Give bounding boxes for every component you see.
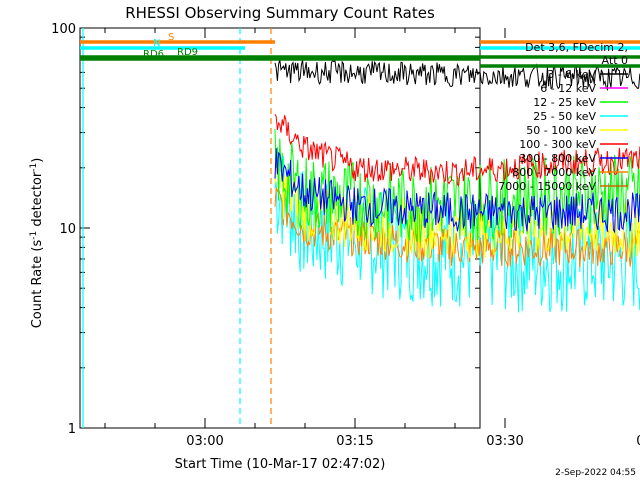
series-line bbox=[274, 148, 640, 234]
flag-label: N bbox=[153, 38, 160, 49]
x-tick-label: 03:00 bbox=[186, 434, 223, 449]
flag-label: S bbox=[168, 32, 174, 43]
y-axis-label-sup: -1 bbox=[29, 231, 39, 240]
legend-label: 800 - 7000 keV bbox=[512, 166, 596, 179]
legend-label: 12 - 25 keV bbox=[533, 96, 596, 109]
series-line bbox=[274, 128, 640, 243]
plot-area: 11010003:0003:1503:3003:4504:0004:15SNRD… bbox=[51, 22, 640, 449]
y-tick-label: 100 bbox=[51, 22, 76, 37]
legend-label: 300 - 800 keV bbox=[519, 152, 596, 165]
series-line bbox=[274, 59, 640, 92]
footer-date: 2-Sep-2022 04:55 bbox=[555, 468, 636, 478]
legend-label: 100 - 300 keV bbox=[519, 138, 596, 151]
y-axis-label-end: ) bbox=[30, 158, 45, 163]
x-tick-label: 03:15 bbox=[336, 434, 373, 449]
legend-label: 50 - 100 keV bbox=[526, 124, 596, 137]
x-axis-label: Start Time (10-Mar-17 02:47:02) bbox=[175, 457, 386, 472]
y-tick-label: 10 bbox=[59, 222, 76, 237]
y-tick-label: 1 bbox=[68, 422, 76, 437]
y-axis-label-sup2: -1 bbox=[29, 163, 39, 172]
x-tick-label: 03:45 bbox=[636, 434, 640, 449]
y-axis-label-tail: detector bbox=[30, 171, 45, 231]
series-line bbox=[274, 187, 640, 268]
legend-label: 3 - 6 keV bbox=[547, 68, 596, 81]
legend-label: 25 - 50 keV bbox=[533, 110, 596, 123]
series-line bbox=[274, 114, 640, 187]
legend-header-line1: Det 3,6, FDecim 2, bbox=[525, 41, 628, 54]
legend-label: 6 - 12 keV bbox=[540, 82, 596, 95]
y-axis-label-text: Count Rate (s bbox=[30, 240, 45, 329]
flag-label: RD6 bbox=[143, 49, 164, 60]
flag-label: RD9 bbox=[177, 47, 198, 58]
legend-header-line2: Att 0 bbox=[602, 54, 628, 67]
x-tick-label: 03:30 bbox=[486, 434, 523, 449]
legend-label: 7000 - 15000 keV bbox=[498, 180, 596, 193]
y-axis-label: Count Rate (s-1 detector-1) bbox=[29, 158, 45, 329]
chart-title: RHESSI Observing Summary Count Rates bbox=[125, 4, 435, 22]
